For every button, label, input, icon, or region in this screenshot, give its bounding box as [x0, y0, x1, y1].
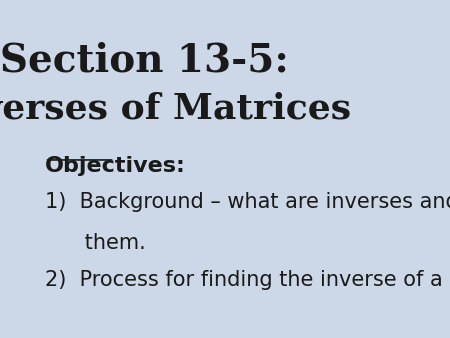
- Text: Objectives:: Objectives:: [45, 155, 185, 176]
- Text: Inverses of Matrices: Inverses of Matrices: [0, 92, 351, 126]
- Text: 1)  Background – what are inverses and why find: 1) Background – what are inverses and wh…: [45, 192, 450, 213]
- Text: 2)  Process for finding the inverse of a 2x2 matrix.: 2) Process for finding the inverse of a …: [45, 270, 450, 290]
- Text: Section 13-5:: Section 13-5:: [0, 42, 289, 80]
- Text: them.: them.: [45, 233, 145, 253]
